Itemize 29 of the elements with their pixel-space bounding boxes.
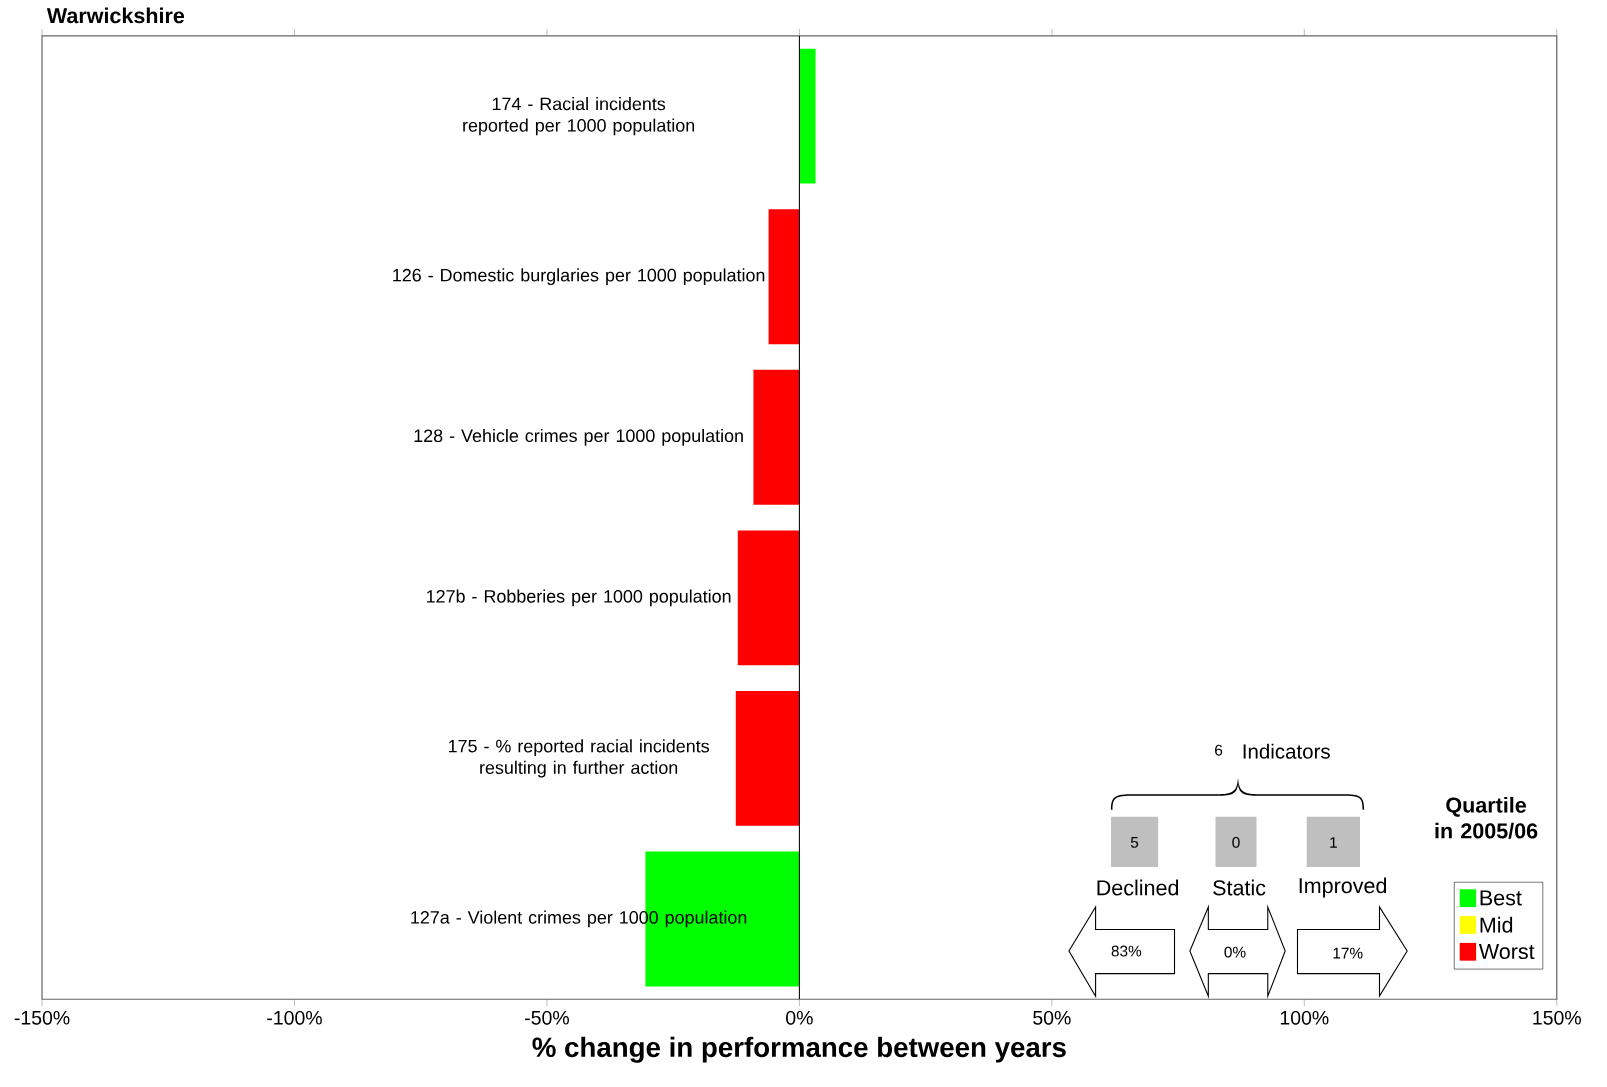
annotation: Static <box>1213 879 1266 896</box>
annotation: 0 <box>1232 836 1240 848</box>
x-tick-label: 100% <box>1280 1010 1329 1025</box>
legend-label: Mid <box>1480 916 1513 933</box>
y-tick-label: 126 - Domestic burglaries per 1000 population <box>393 268 765 285</box>
chart-title: Warwickshire <box>46 7 185 24</box>
annotation: 83% <box>1111 945 1142 957</box>
y-tick-label: 128 - Vehicle crimes per 1000 population <box>414 428 743 446</box>
x-tick-label: 0% <box>786 1010 813 1025</box>
annotation: Indicators <box>1243 743 1330 759</box>
x-axis-title: % change in performance between years <box>532 1036 1066 1063</box>
legend-label: Best <box>1480 890 1522 906</box>
x-tick-label: -100% <box>267 1010 322 1025</box>
x-tick-label: 150% <box>1533 1010 1581 1025</box>
legend-title: Quartile in 2005/06 <box>1435 796 1538 839</box>
annotation: 6 <box>1215 744 1223 756</box>
x-tick-label: 50% <box>1033 1010 1071 1025</box>
annotation: 1 <box>1330 836 1337 848</box>
annotation: 5 <box>1130 836 1139 848</box>
annotation: Improved <box>1299 877 1387 898</box>
x-tick-label: -150% <box>14 1010 70 1025</box>
x-tick-label: -50% <box>525 1010 569 1025</box>
annotation: Declined <box>1097 879 1179 896</box>
y-tick-label: 174 - Racial incidents reported per 1000 population <box>463 96 695 136</box>
legend-label: Worst <box>1478 943 1535 959</box>
annotation: 17% <box>1333 947 1363 959</box>
y-tick-label: 127b - Robberies per 1000 population <box>427 589 731 607</box>
annotation: 0% <box>1224 946 1246 958</box>
y-tick-label: 175 - % reported racial incidents resulting in further action <box>448 739 709 778</box>
